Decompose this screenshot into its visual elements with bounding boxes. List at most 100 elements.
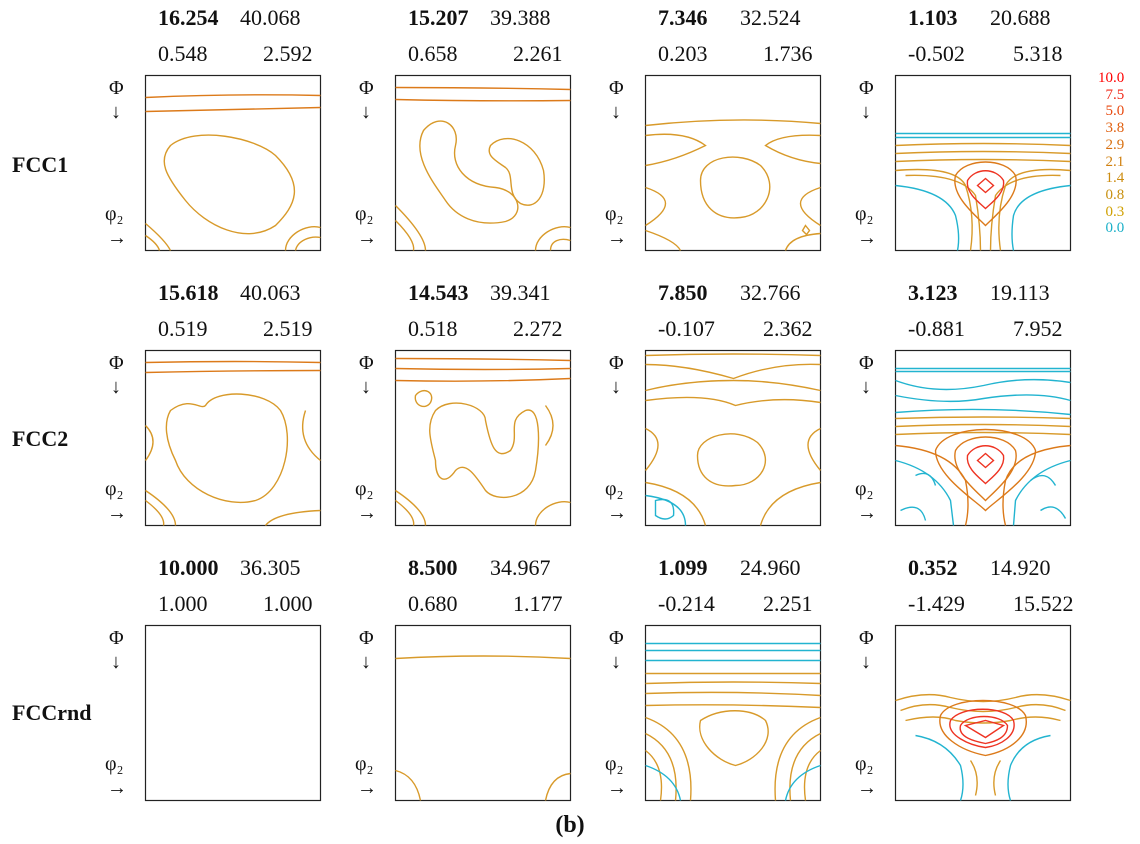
- panel-value-1: 19.113: [990, 280, 1050, 305]
- contour-panel: 14.543 39.341 0.518 2.272 Φ ↓ φ₂ →: [355, 280, 605, 550]
- legend-level: 2.9: [1105, 136, 1125, 153]
- contour-panel: 7.346 32.524 0.203 1.736 Φ ↓ φ₂ →: [605, 5, 855, 275]
- phi-axis-arrow: ↓: [611, 101, 621, 123]
- panel-value-3: 1.177: [513, 591, 563, 616]
- phi2-axis-label: φ₂: [355, 203, 374, 225]
- contour-legend: 10.0 7.5 5.0 3.8 2.9 2.1 1.4 0.8 0.3 0.0: [1098, 70, 1124, 237]
- contour-plot: [894, 624, 1072, 802]
- panel-value-3: 5.318: [1013, 41, 1063, 66]
- panel-value-3: 2.261: [513, 41, 563, 66]
- panel-value-1: 32.524: [740, 5, 801, 30]
- phi2-axis-label: φ₂: [355, 478, 374, 500]
- panel-max-value: 1.099: [658, 555, 708, 580]
- contour-panel: 16.254 40.068 0.548 2.592 Φ ↓ φ₂ →: [105, 5, 355, 275]
- contour-panel: 3.123 19.113 -0.881 7.952 Φ ↓ φ₂ →: [855, 280, 1105, 550]
- panel-max-value: 0.352: [908, 555, 958, 580]
- panel-value-1: 34.967: [490, 555, 551, 580]
- panel-value-2: 0.203: [658, 41, 708, 66]
- row-label-fccrnd: FCCrnd: [12, 700, 92, 725]
- panel-max-value: 15.207: [408, 5, 469, 30]
- panel-value-3: 1.000: [263, 591, 313, 616]
- panel-value-2: 0.680: [408, 591, 458, 616]
- phi2-axis-arrow: →: [607, 227, 627, 249]
- panel-value-1: 36.305: [240, 555, 301, 580]
- phi-axis-label: Φ: [359, 77, 374, 99]
- phi2-axis-label: φ₂: [605, 203, 624, 225]
- contour-plot: [894, 74, 1072, 252]
- phi2-axis-label: φ₂: [355, 753, 374, 775]
- contour-plot: [644, 74, 822, 252]
- panel-max-value: 16.254: [158, 5, 219, 30]
- phi2-axis-label: φ₂: [105, 203, 124, 225]
- panel-max-value: 3.123: [908, 280, 958, 305]
- panel-max-value: 1.103: [908, 5, 958, 30]
- contour-panel: 8.500 34.967 0.680 1.177 Φ ↓ φ₂ →: [355, 555, 605, 825]
- legend-level: 5.0: [1105, 103, 1125, 120]
- panel-value-2: 0.658: [408, 41, 458, 66]
- panel-value-3: 7.952: [1013, 316, 1063, 341]
- panel-value-2: 0.548: [158, 41, 208, 66]
- phi2-axis-arrow: →: [107, 502, 127, 524]
- phi2-axis-arrow: →: [857, 777, 877, 799]
- phi2-axis-label: φ₂: [855, 478, 874, 500]
- phi-axis-label: Φ: [109, 352, 124, 374]
- contour-panel: 15.618 40.063 0.519 2.519 Φ ↓ φ₂ →: [105, 280, 355, 550]
- phi2-axis-arrow: →: [607, 502, 627, 524]
- panel-value-1: 32.766: [740, 280, 801, 305]
- phi-axis-label: Φ: [859, 77, 874, 99]
- contour-plot: [644, 349, 822, 527]
- contour-plot: [144, 624, 322, 802]
- panel-value-1: 24.960: [740, 555, 801, 580]
- legend-level: 0.8: [1105, 186, 1125, 203]
- panel-max-value: 7.850: [658, 280, 708, 305]
- panel-value-2: 1.000: [158, 591, 208, 616]
- phi2-axis-label: φ₂: [105, 753, 124, 775]
- panel-value-2: -0.502: [908, 41, 965, 66]
- phi-axis-label: Φ: [109, 77, 124, 99]
- legend-level: 0.0: [1105, 220, 1125, 237]
- panel-value-3: 2.251: [763, 591, 813, 616]
- contour-panel: 1.103 20.688 -0.502 5.318 Φ ↓ φ₂ →: [855, 5, 1105, 275]
- phi-axis-arrow: ↓: [361, 376, 371, 398]
- contour-plot: [394, 74, 572, 252]
- contour-plot: [144, 74, 322, 252]
- panel-value-3: 1.736: [763, 41, 813, 66]
- panel-value-3: 2.362: [763, 316, 813, 341]
- panel-max-value: 14.543: [408, 280, 469, 305]
- phi-axis-arrow: ↓: [111, 651, 121, 673]
- panel-value-3: 2.592: [263, 41, 313, 66]
- panel-value-2: -1.429: [908, 591, 965, 616]
- legend-level: 3.8: [1105, 120, 1125, 137]
- phi-axis-label: Φ: [109, 627, 124, 649]
- phi-axis-arrow: ↓: [861, 376, 871, 398]
- legend-level: 1.4: [1105, 170, 1125, 187]
- contour-plot: [394, 349, 572, 527]
- panel-max-value: 15.618: [158, 280, 219, 305]
- panel-max-value: 7.346: [658, 5, 708, 30]
- phi-axis-arrow: ↓: [111, 101, 121, 123]
- panel-value-3: 15.522: [1013, 591, 1074, 616]
- panel-value-1: 39.341: [490, 280, 551, 305]
- phi2-axis-label: φ₂: [105, 478, 124, 500]
- panel-value-2: 0.518: [408, 316, 458, 341]
- phi2-axis-arrow: →: [857, 502, 877, 524]
- phi-axis-label: Φ: [609, 77, 624, 99]
- phi-axis-label: Φ: [609, 352, 624, 374]
- row-label-fcc1: FCC1: [12, 152, 69, 177]
- panel-value-1: 40.063: [240, 280, 301, 305]
- phi2-axis-arrow: →: [107, 777, 127, 799]
- phi-axis-arrow: ↓: [611, 651, 621, 673]
- panel-value-3: 2.272: [513, 316, 563, 341]
- contour-plot: [394, 624, 572, 802]
- phi2-axis-label: φ₂: [605, 753, 624, 775]
- panel-value-1: 40.068: [240, 5, 301, 30]
- figure-caption: (b): [555, 812, 585, 838]
- phi2-axis-label: φ₂: [855, 753, 874, 775]
- phi-axis-label: Φ: [609, 627, 624, 649]
- legend-level: 2.1: [1105, 153, 1125, 170]
- phi-axis-arrow: ↓: [111, 376, 121, 398]
- panel-max-value: 8.500: [408, 555, 458, 580]
- panel-max-value: 10.000: [158, 555, 219, 580]
- phi2-axis-arrow: →: [107, 227, 127, 249]
- contour-panel: 10.000 36.305 1.000 1.000 Φ ↓ φ₂ →: [105, 555, 355, 825]
